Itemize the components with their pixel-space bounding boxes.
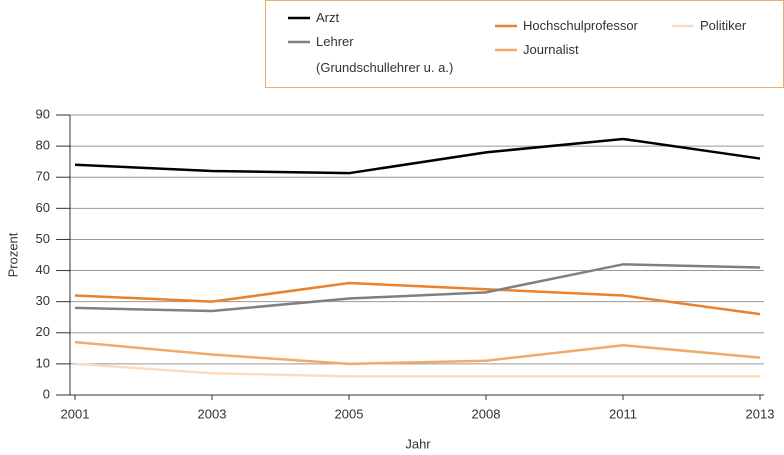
legend-label: Arzt xyxy=(316,10,340,25)
y-axis-label: Prozent xyxy=(5,232,20,277)
legend-label: Hochschulprofessor xyxy=(523,18,638,33)
y-tick-label: 40 xyxy=(36,262,50,277)
x-tick-label: 2008 xyxy=(472,406,501,421)
x-axis-label: Jahr xyxy=(405,436,431,451)
series-line xyxy=(74,137,761,175)
y-tick-label: 60 xyxy=(36,200,50,215)
y-tick-label: 0 xyxy=(43,386,50,401)
y-tick-label: 70 xyxy=(36,169,50,184)
y-tick-label: 20 xyxy=(36,324,50,339)
y-tick-label: 10 xyxy=(36,355,50,370)
series-line xyxy=(74,340,761,366)
series-line xyxy=(74,281,761,316)
x-tick-label: 2011 xyxy=(609,406,637,421)
legend-label: Journalist xyxy=(523,42,579,57)
series-line xyxy=(74,263,761,313)
x-tick-label: 2013 xyxy=(746,406,775,421)
y-tick-label: 90 xyxy=(36,106,50,121)
legend-label: Lehrer (Grundschullehrer u. a.) xyxy=(316,34,454,75)
series-line xyxy=(74,362,760,378)
y-tick-label: 30 xyxy=(36,293,50,308)
x-tick-label: 2001 xyxy=(61,406,90,421)
y-tick-label: 50 xyxy=(36,231,50,246)
x-tick-label: 2005 xyxy=(335,406,364,421)
y-tick-label: 80 xyxy=(36,138,50,153)
legend-label: Politiker xyxy=(700,18,747,33)
x-tick-label: 2003 xyxy=(198,406,227,421)
